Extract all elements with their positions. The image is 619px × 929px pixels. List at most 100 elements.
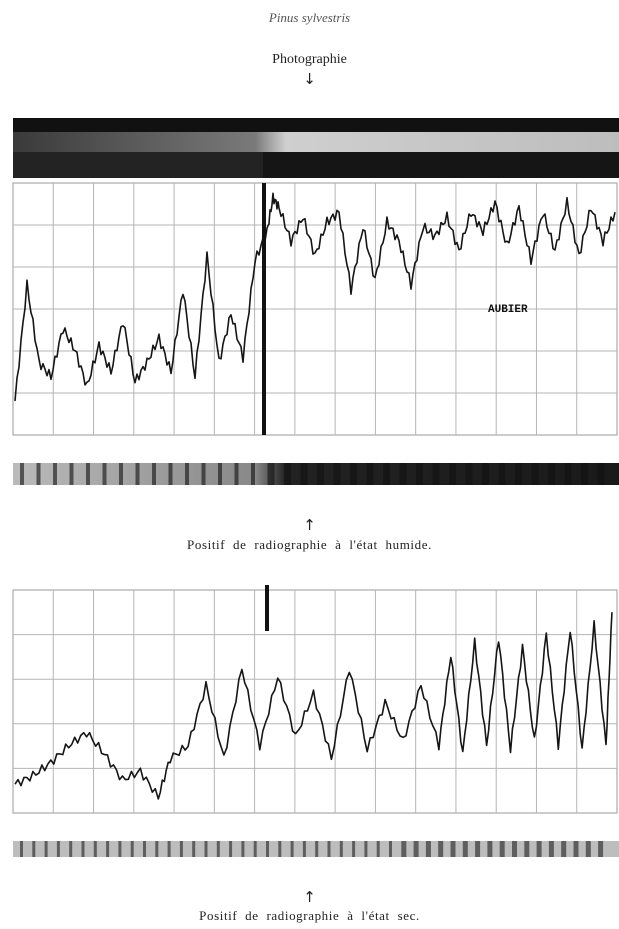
radiograph-band (413, 841, 419, 857)
radiograph-band (216, 841, 220, 857)
radiograph-band (20, 463, 24, 485)
radiograph-band (167, 841, 171, 857)
radiograph-band (143, 841, 146, 857)
radiograph-band (339, 841, 343, 857)
radiograph-band (399, 463, 407, 485)
radiograph-band (44, 841, 48, 857)
radiograph-band (327, 841, 331, 857)
radiograph-band (352, 841, 356, 857)
radiograph-band (425, 841, 431, 857)
radiograph-band (333, 463, 341, 485)
aubier-label: AUBIER (488, 304, 528, 316)
radiograph-band (573, 841, 579, 857)
radiograph-band (192, 841, 196, 857)
density-trace (14, 612, 613, 800)
radiograph-band (93, 841, 97, 857)
radiograph-band (32, 841, 36, 857)
radiograph-band (449, 463, 456, 485)
photograph-strip (13, 118, 619, 178)
radiograph-band (401, 841, 407, 857)
radiograph-band (498, 463, 506, 485)
arrow-down-icon: ↓ (303, 70, 316, 88)
wet-radiograph-strip (13, 463, 619, 485)
radiograph-band (267, 463, 275, 485)
radiograph-band (300, 463, 308, 485)
radiograph-band (499, 841, 505, 857)
radiograph-band (81, 841, 85, 857)
radiograph-band (241, 841, 245, 857)
radiograph-band (106, 841, 110, 857)
radiograph-band (475, 841, 481, 857)
radiograph-band (581, 463, 588, 485)
chart-grid (12, 182, 618, 436)
wet-density-chart: AUBIER (12, 182, 618, 436)
arrow-up-icon: ↑ (303, 888, 316, 906)
radiograph-band (284, 463, 291, 485)
radiograph-band (561, 841, 567, 857)
chart-marks (14, 192, 616, 402)
radiograph-band (564, 463, 572, 485)
radiograph-band (512, 841, 517, 857)
radiograph-band (119, 463, 123, 485)
radiograph-band (531, 463, 539, 485)
radiograph-band (118, 841, 122, 857)
boundary-marker (262, 183, 266, 435)
radiograph-band (315, 841, 319, 857)
wet-radiograph-caption: Positif de radiographie à l'état humide. (187, 537, 432, 552)
radiograph-band (229, 841, 233, 857)
radiograph-band (290, 841, 294, 857)
grid-frame (12, 589, 618, 814)
radiograph-band (383, 463, 390, 485)
radiograph-band (69, 463, 74, 485)
density-trace (14, 192, 616, 402)
radiograph-band (86, 463, 90, 485)
chart-marks (14, 612, 613, 800)
radiograph-band (536, 841, 542, 857)
radiograph-band (102, 463, 107, 485)
dry-radiograph-caption: Positif de radiographie à l'état sec. (199, 908, 420, 923)
species-title: Pinus sylvestris (268, 10, 351, 25)
chart-grid (12, 589, 618, 814)
radiograph-band (253, 841, 257, 857)
radiograph-band (317, 463, 324, 485)
radiograph-band (548, 841, 554, 857)
radiograph-band (450, 841, 456, 857)
radiograph-band (366, 463, 374, 485)
radiograph-band (548, 463, 555, 485)
radiograph-band (524, 841, 530, 857)
photograph-label: Photographie (272, 52, 347, 67)
radiograph-band (218, 463, 222, 485)
radiograph-band (389, 841, 392, 857)
radiograph-band (416, 463, 423, 485)
radiograph-band (585, 841, 591, 857)
radiograph-band (152, 463, 156, 485)
radiograph-band (482, 463, 489, 485)
boundary-marker (265, 585, 269, 631)
radiograph-band (364, 841, 368, 857)
radiograph-band (179, 841, 183, 857)
radiograph-band (36, 463, 41, 485)
radiograph-band (376, 841, 380, 857)
radiograph-band (53, 463, 57, 485)
radiograph-band (135, 463, 140, 485)
radiograph-band (597, 463, 605, 485)
radiograph-band (302, 841, 306, 857)
arrow-up-icon: ↑ (303, 516, 316, 534)
radiograph-band (201, 463, 206, 485)
radiograph-band (438, 841, 444, 857)
radiograph-band (465, 463, 473, 485)
radiograph-band (350, 463, 357, 485)
radiograph-band (432, 463, 440, 485)
radiograph-band (266, 841, 269, 857)
radiograph-band (598, 841, 604, 857)
radiograph-band (185, 463, 189, 485)
radiograph-band (234, 463, 239, 485)
dry-radiograph-strip (13, 841, 619, 857)
radiograph-band (204, 841, 208, 857)
dry-density-chart (12, 585, 618, 814)
radiograph-band (462, 841, 468, 857)
radiograph-band (251, 463, 255, 485)
radiograph-band (69, 841, 73, 857)
radiograph-band (155, 841, 159, 857)
radiograph-band (515, 463, 522, 485)
